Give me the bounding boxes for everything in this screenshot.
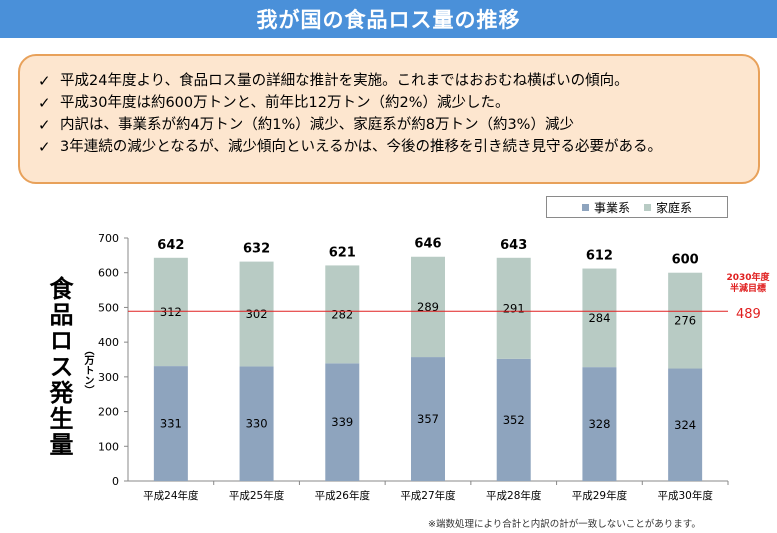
check-icon: ✓ xyxy=(38,72,51,90)
summary-bullet: ✓ 平成24年度より、食品ロス量の詳細な推計を実施。これまではおおむね横ばいの傾… xyxy=(38,70,738,92)
bar-business xyxy=(582,367,617,481)
bar-business xyxy=(239,366,274,481)
data-label-total: 621 xyxy=(329,245,356,260)
bar-business xyxy=(325,363,360,481)
bar-household xyxy=(239,261,274,367)
data-label-business: 328 xyxy=(588,417,610,431)
data-label-household: 291 xyxy=(503,301,525,315)
y-axis-label: 食品ロス発生量 xyxy=(45,276,73,458)
x-tick-label: 平成29年度 xyxy=(572,489,628,502)
chart-legend: 事業系 家庭系 xyxy=(546,196,728,218)
x-tick-label: 平成24年度 xyxy=(143,489,199,502)
legend-item-household: 家庭系 xyxy=(644,199,692,216)
target-label: 2030年度 半減目標 xyxy=(720,273,776,295)
y-tick-label: 200 xyxy=(98,406,119,419)
bar-household xyxy=(153,257,188,367)
bullet-text: 3年連続の減少となるが、減少傾向といえるかは、今後の推移を引き続き見守る必要があ… xyxy=(60,139,662,155)
x-tick-label: 平成27年度 xyxy=(400,489,456,502)
legend-swatch-business xyxy=(581,203,589,211)
x-tick-label: 平成26年度 xyxy=(315,489,371,502)
bar-business xyxy=(411,357,445,481)
data-label-household: 282 xyxy=(331,307,353,321)
check-icon: ✓ xyxy=(38,138,51,156)
y-tick-label: 400 xyxy=(98,336,119,349)
bar-business xyxy=(153,366,188,481)
bullet-text: 平成24年度より、食品ロス量の詳細な推計を実施。これまではおおむね横ばいの傾向。 xyxy=(60,73,629,89)
bar-household xyxy=(668,272,703,369)
data-label-business: 330 xyxy=(246,417,268,431)
data-label-household: 284 xyxy=(588,311,610,325)
x-tick-label: 平成28年度 xyxy=(486,489,542,502)
target-label-year: 2030年度 xyxy=(726,273,770,283)
data-label-household: 302 xyxy=(246,307,268,321)
bar-business xyxy=(496,358,531,481)
page-title: 我が国の食品ロス量の推移 xyxy=(256,8,521,32)
y-tick-label: 300 xyxy=(98,371,119,384)
data-label-business: 357 xyxy=(417,412,439,426)
legend-item-business: 事業系 xyxy=(581,199,630,216)
data-label-total: 646 xyxy=(414,237,441,252)
data-label-business: 324 xyxy=(674,418,696,432)
bar-household xyxy=(496,257,531,359)
x-tick-label: 平成30年度 xyxy=(657,489,713,502)
legend-swatch-household xyxy=(644,203,651,211)
data-label-total: 600 xyxy=(672,253,699,268)
y-tick-label: 0 xyxy=(112,475,119,488)
title-bar: 我が国の食品ロス量の推移 xyxy=(0,0,777,38)
data-label-total: 643 xyxy=(500,238,527,253)
target-value: 489 xyxy=(736,307,761,322)
data-label-business: 352 xyxy=(503,413,525,427)
bar-household xyxy=(582,268,617,368)
footnote: ※端数処理により合計と内訳の計が一致しないことがあります。 xyxy=(428,519,701,530)
y-tick-label: 500 xyxy=(98,301,119,314)
y-axis-unit: （万トン） xyxy=(82,345,93,395)
summary-bullet: ✓ 平成30年度は約600万トンと、前年比12万トン（約2%）減少した。 xyxy=(38,92,738,114)
data-label-household: 312 xyxy=(160,305,182,319)
bullet-text: 平成30年度は約600万トンと、前年比12万トン（約2%）減少した。 xyxy=(60,95,510,111)
bullet-text: 内訳は、事業系が約4万トン（約1%）減少、家庭系が約8万トン（約3%）減少 xyxy=(60,117,574,133)
data-label-total: 632 xyxy=(243,242,270,257)
summary-bullet: ✓ 3年連続の減少となるが、減少傾向といえるかは、今後の推移を引き続き見守る必要… xyxy=(38,136,738,158)
legend-label: 事業系 xyxy=(593,200,630,215)
bar-household xyxy=(325,265,360,364)
check-icon: ✓ xyxy=(38,116,51,134)
data-label-total: 612 xyxy=(586,249,613,264)
x-tick-label: 平成25年度 xyxy=(229,489,285,502)
check-icon: ✓ xyxy=(38,94,51,112)
data-label-household: 289 xyxy=(417,300,439,314)
summary-bullet: ✓ 内訳は、事業系が約4万トン（約1%）減少、家庭系が約8万トン（約3%）減少 xyxy=(38,114,738,136)
data-label-business: 331 xyxy=(160,417,182,431)
bar-household xyxy=(411,256,445,358)
data-label-household: 276 xyxy=(674,314,696,328)
target-label-text: 半減目標 xyxy=(729,284,766,294)
y-tick-label: 700 xyxy=(98,232,119,245)
y-tick-label: 100 xyxy=(98,440,119,453)
legend-label: 家庭系 xyxy=(656,200,693,215)
bar-business xyxy=(668,368,703,481)
summary-box: ✓ 平成24年度より、食品ロス量の詳細な推計を実施。これまではおおむね横ばいの傾… xyxy=(18,54,760,184)
y-tick-label: 600 xyxy=(98,267,119,280)
data-label-total: 642 xyxy=(157,238,184,253)
data-label-business: 339 xyxy=(331,415,353,429)
